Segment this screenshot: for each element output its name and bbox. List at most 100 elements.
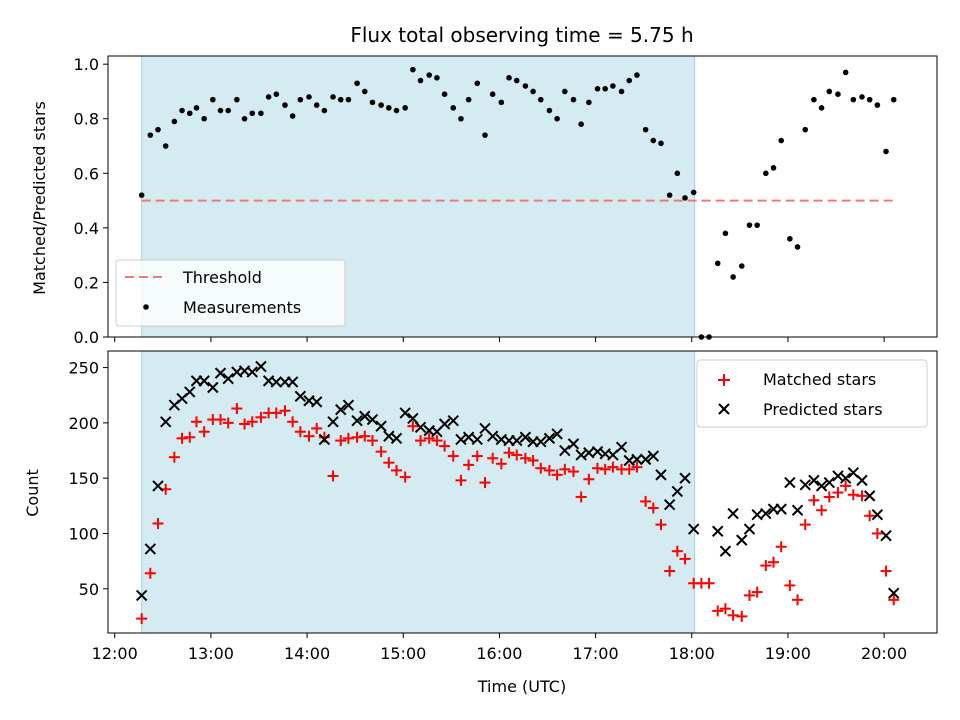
measurement-point bbox=[811, 96, 817, 103]
matched-star-marker bbox=[176, 432, 188, 444]
predicted-star-marker bbox=[832, 470, 844, 482]
top-y-tick-label: 1.0 bbox=[74, 55, 99, 74]
measurement-point bbox=[155, 126, 161, 133]
matched-star-marker bbox=[239, 418, 251, 430]
predicted-star-marker bbox=[543, 432, 556, 445]
matched-star-marker bbox=[144, 567, 156, 579]
predicted-star-marker bbox=[567, 438, 580, 450]
measurement-point bbox=[602, 85, 609, 92]
measurement-points bbox=[138, 66, 897, 340]
predicted-star-marker bbox=[286, 376, 299, 388]
measurement-point bbox=[225, 107, 232, 114]
measurement-point bbox=[282, 102, 288, 108]
matched-star-marker bbox=[559, 463, 571, 475]
matched-star-marker bbox=[816, 504, 828, 516]
measurement-point bbox=[241, 115, 248, 122]
matched-star-marker bbox=[383, 457, 395, 469]
measurement-point bbox=[554, 115, 560, 122]
matched-star-marker bbox=[190, 416, 202, 428]
measurement-point bbox=[674, 170, 681, 177]
matched-star-marker bbox=[727, 609, 739, 621]
matched-star-marker bbox=[703, 577, 715, 589]
bottom-y-axis-label: Count bbox=[23, 469, 42, 517]
matched-star-marker bbox=[751, 586, 763, 598]
predicted-star-marker bbox=[615, 441, 628, 453]
measurement-point bbox=[522, 83, 529, 89]
x-tick-label: 20:00 bbox=[861, 644, 907, 663]
measurement-point bbox=[650, 137, 657, 144]
matched-star-marker bbox=[760, 560, 772, 572]
predicted-star-marker bbox=[736, 534, 748, 546]
measurement-point bbox=[859, 94, 865, 100]
matched-star-marker bbox=[327, 470, 339, 482]
measurement-point bbox=[417, 77, 424, 84]
measurement-point bbox=[642, 126, 649, 133]
measurement-point bbox=[730, 274, 736, 280]
measurement-point bbox=[378, 102, 384, 108]
predicted-star-marker bbox=[207, 381, 219, 394]
matched-star-marker bbox=[487, 452, 499, 464]
measurement-point bbox=[217, 107, 224, 114]
predicted-star-marker bbox=[871, 508, 884, 521]
predicted-star-marker bbox=[390, 432, 403, 445]
measurement-point bbox=[802, 126, 809, 133]
matched-star-marker bbox=[335, 435, 347, 447]
legend-matched-swatch bbox=[718, 374, 730, 386]
matched-star-marker bbox=[880, 565, 892, 577]
measurement-point bbox=[321, 107, 328, 114]
measurement-point bbox=[234, 96, 240, 103]
measurement-point bbox=[345, 96, 352, 103]
chart-title: Flux total observing time = 5.75 h bbox=[350, 23, 693, 47]
matched-star-marker bbox=[519, 452, 531, 464]
matched-star-marker bbox=[592, 462, 604, 474]
measurement-point bbox=[618, 88, 625, 95]
matched-star-marker bbox=[736, 610, 748, 622]
measurement-point bbox=[258, 110, 264, 117]
legend-predicted-swatch bbox=[718, 403, 730, 415]
legend-threshold-label: Threshold bbox=[182, 268, 262, 287]
legend-measurements-label: Measurements bbox=[183, 298, 301, 317]
predicted-star-marker bbox=[775, 503, 787, 515]
x-tick-label: 13:00 bbox=[188, 644, 234, 663]
bottom-y-tick-label: 150 bbox=[68, 469, 99, 488]
predicted-star-marker bbox=[294, 390, 307, 403]
predicted-star-marker bbox=[639, 453, 652, 466]
matched-star-marker bbox=[768, 556, 780, 568]
predicted-star-marker bbox=[679, 472, 691, 484]
matched-star-marker bbox=[775, 541, 787, 553]
top-y-tick-label: 0.2 bbox=[74, 273, 99, 292]
matched-star-marker bbox=[455, 474, 467, 486]
matched-star-marker bbox=[671, 545, 683, 557]
matched-star-marker bbox=[303, 430, 315, 442]
measurement-point bbox=[482, 132, 488, 138]
top-y-axis-label: Matched/Predicted stars bbox=[30, 101, 49, 295]
bottom-y-ticks: 50 100 150 200 250 bbox=[68, 359, 108, 599]
measurement-point bbox=[666, 192, 673, 198]
x-axis-label: Time (UTC) bbox=[477, 677, 566, 696]
matched-star-marker bbox=[511, 449, 523, 461]
measurement-point bbox=[594, 85, 601, 92]
measurement-point bbox=[402, 105, 408, 111]
top-panel: 0.0 0.2 0.4 0.6 0.8 1.0 Matched/Predicted sta… bbox=[30, 55, 938, 347]
measurement-point bbox=[458, 115, 464, 122]
measurement-point bbox=[450, 105, 457, 111]
matched-star-marker bbox=[623, 463, 635, 475]
top-axes-frame bbox=[107, 55, 938, 338]
predicted-star-marker bbox=[447, 414, 459, 427]
matched-star-marker bbox=[808, 494, 820, 506]
predicted-star-marker bbox=[471, 433, 484, 446]
predicted-star-marker bbox=[255, 360, 267, 373]
matched-star-marker bbox=[471, 450, 483, 462]
matched-star-marker bbox=[375, 446, 387, 458]
bottom-legend-box bbox=[696, 359, 928, 428]
measurement-point bbox=[722, 230, 729, 237]
measurement-point bbox=[770, 165, 777, 171]
bottom-y-tick-label: 50 bbox=[79, 580, 99, 599]
predicted-star-marker bbox=[152, 480, 164, 492]
measurement-point bbox=[193, 105, 200, 111]
bottom-y-tick-label: 200 bbox=[68, 414, 99, 433]
predicted-star-marker bbox=[438, 418, 451, 430]
measurement-point bbox=[162, 143, 169, 149]
predicted-star-marker bbox=[144, 543, 157, 555]
predicted-star-marker bbox=[815, 480, 828, 492]
